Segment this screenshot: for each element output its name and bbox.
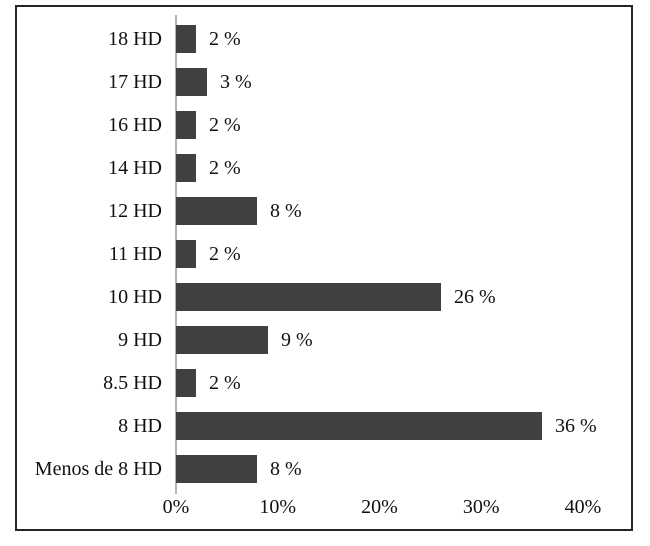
bar-row: 8.5 HD 2 % xyxy=(17,361,631,404)
bar-row: 11 HD 2 % xyxy=(17,232,631,275)
bar xyxy=(176,282,441,311)
x-axis: 0% 10% 20% 30% 40% xyxy=(17,496,631,522)
bar-track: 2 % xyxy=(176,239,241,268)
bar-row: 9 HD 9 % xyxy=(17,318,631,361)
bar xyxy=(176,411,542,440)
value-label: 8 % xyxy=(270,457,302,480)
value-label: 2 % xyxy=(209,156,241,179)
x-axis-tick-label: 20% xyxy=(361,496,398,518)
bar-track: 3 % xyxy=(176,67,252,96)
bar-track: 8 % xyxy=(176,454,302,483)
bar-row: 10 HD 26 % xyxy=(17,275,631,318)
bar xyxy=(176,325,268,354)
category-label: 16 HD xyxy=(108,113,162,136)
category-label: 8.5 HD xyxy=(103,371,162,394)
value-label: 26 % xyxy=(454,285,496,308)
bar-track: 2 % xyxy=(176,368,241,397)
bar-track: 2 % xyxy=(176,110,241,139)
category-label: 18 HD xyxy=(108,27,162,50)
bar xyxy=(176,196,257,225)
category-label: 8 HD xyxy=(118,414,162,437)
value-label: 9 % xyxy=(281,328,313,351)
bar-track: 26 % xyxy=(176,282,496,311)
category-label: 12 HD xyxy=(108,199,162,222)
x-axis-tick-label: 0% xyxy=(162,496,190,518)
x-axis-tick-label: 30% xyxy=(462,496,500,518)
value-label: 8 % xyxy=(270,199,302,222)
value-label: 2 % xyxy=(209,242,241,265)
bar-track: 36 % xyxy=(176,411,597,440)
bar-track: 2 % xyxy=(176,153,241,182)
bar xyxy=(176,153,196,182)
bar xyxy=(176,454,257,483)
category-label: Menos de 8 HD xyxy=(34,457,162,480)
value-label: 2 % xyxy=(209,371,241,394)
bar xyxy=(176,67,207,96)
bar-row: 8 HD 36 % xyxy=(17,404,631,447)
bar-rows: 18 HD 2 % 17 HD 3 % 16 HD 2 % 14 HD 2 % 12 HD 8 %… xyxy=(17,17,631,490)
bar-row: 12 HD 8 % xyxy=(17,189,631,232)
value-label: 2 % xyxy=(209,113,241,136)
category-label: 9 HD xyxy=(118,328,162,351)
value-label: 3 % xyxy=(220,70,252,93)
value-label: 36 % xyxy=(555,414,597,437)
category-label: 14 HD xyxy=(108,156,162,179)
category-label: 10 HD xyxy=(108,285,162,308)
x-axis-tick-label: 40% xyxy=(564,496,602,518)
bar-row: 14 HD 2 % xyxy=(17,146,631,189)
bar-row: 18 HD 2 % xyxy=(17,17,631,60)
bar-row: 16 HD 2 % xyxy=(17,103,631,146)
bar xyxy=(176,110,196,139)
chart-frame: 18 HD 2 % 17 HD 3 % 16 HD 2 % 14 HD 2 % 12 HD 8 %… xyxy=(15,5,633,531)
x-axis-tick-label: 10% xyxy=(259,496,297,518)
bar-row: Menos de 8 HD 8 % xyxy=(17,447,631,490)
category-label: 11 HD xyxy=(108,242,162,265)
bar-track: 2 % xyxy=(176,24,241,53)
bar xyxy=(176,239,196,268)
bar-track: 9 % xyxy=(176,325,313,354)
bar-row: 17 HD 3 % xyxy=(17,60,631,103)
bar xyxy=(176,24,196,53)
category-label: 17 HD xyxy=(108,70,162,93)
value-label: 2 % xyxy=(209,27,241,50)
bar-track: 8 % xyxy=(176,196,302,225)
bar xyxy=(176,368,196,397)
